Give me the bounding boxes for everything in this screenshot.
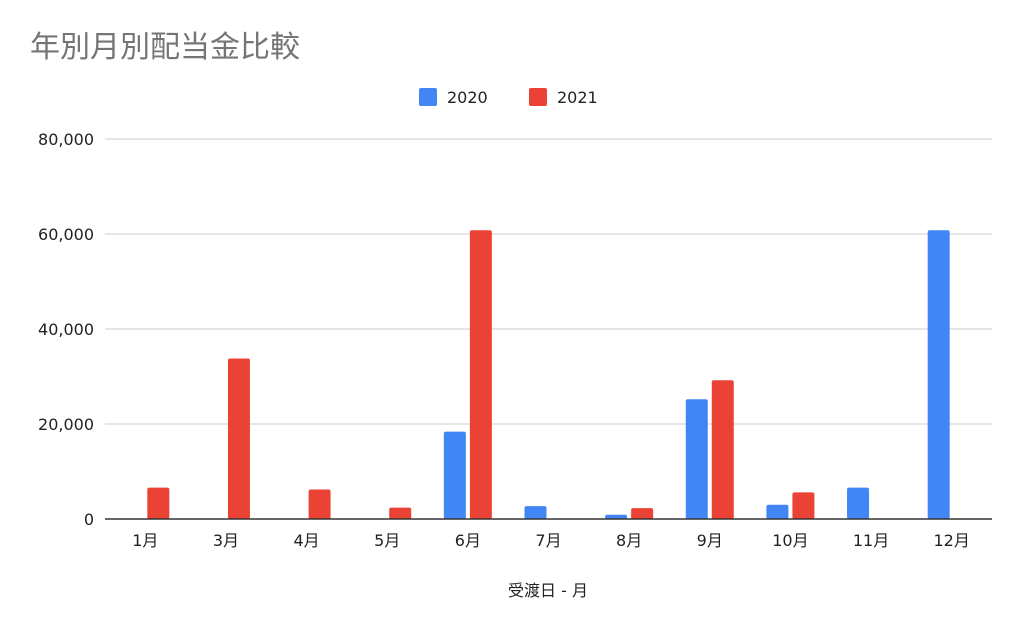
y-tick-label: 40,000 [38, 320, 94, 339]
bar-2021-3月 [227, 358, 250, 519]
y-tick-label: 80,000 [38, 130, 94, 149]
legend-swatch-2021 [529, 88, 547, 106]
x-tick-label: 1月 [132, 531, 158, 550]
bar-2020-6月 [443, 431, 466, 519]
x-tick-label: 5月 [374, 531, 400, 550]
gridlines [105, 138, 992, 425]
bar-2020-10月 [766, 504, 789, 519]
legend: 2020 2021 [419, 88, 598, 107]
chart-title: 年別月別配当金比較 [30, 30, 300, 65]
bar-2021-9月 [711, 380, 734, 519]
x-tick-label: 3月 [213, 531, 239, 550]
bar-2020-7月 [524, 506, 547, 519]
x-tick-label: 10月 [772, 531, 808, 550]
bar-2020-9月 [685, 399, 708, 519]
x-tick-label: 6月 [455, 531, 481, 550]
bar-2021-10月 [792, 492, 815, 519]
x-tick-label: 8月 [616, 531, 642, 550]
y-tick-label: 20,000 [38, 415, 94, 434]
legend-label-2020: 2020 [447, 88, 488, 107]
y-tick-label: 0 [84, 510, 94, 529]
legend-swatch-2020 [419, 88, 437, 106]
bar-2020-8月 [605, 514, 628, 519]
bar-2021-1月 [147, 487, 170, 519]
y-axis-ticks: 0 20,000 40,000 60,000 80,000 [38, 130, 94, 529]
bar-2021-6月 [469, 230, 492, 519]
bar-2021-4月 [308, 489, 331, 519]
legend-label-2021: 2021 [557, 88, 598, 107]
x-tick-label: 4月 [293, 531, 319, 550]
bar-2021-5月 [389, 507, 412, 519]
x-tick-label: 7月 [535, 531, 561, 550]
x-tick-label: 9月 [697, 531, 723, 550]
bar-2021-8月 [631, 508, 654, 519]
y-tick-label: 60,000 [38, 225, 94, 244]
bars [147, 230, 950, 519]
x-tick-label: 12月 [933, 531, 969, 550]
x-axis-ticks: 1月 3月 4月 5月 6月 7月 8月 9月 10月 11月 12月 [132, 531, 970, 550]
bar-2020-11月 [847, 487, 870, 519]
x-axis-label: 受渡日 - 月 [508, 581, 588, 600]
x-tick-label: 11月 [853, 531, 889, 550]
bar-2020-12月 [927, 230, 950, 519]
